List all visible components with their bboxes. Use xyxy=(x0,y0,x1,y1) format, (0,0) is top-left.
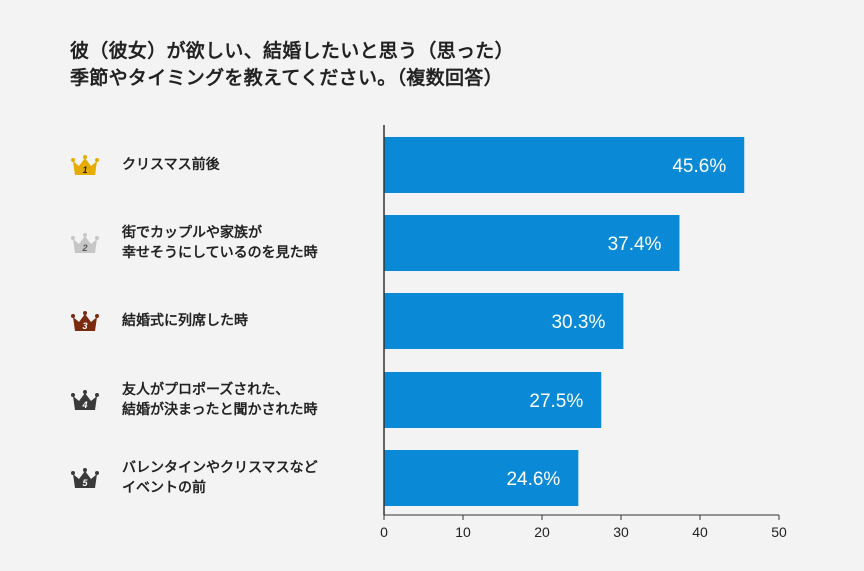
category-row: 5 バレンタインやクリスマスなど イベントの前 xyxy=(70,450,380,506)
x-tick-label: 20 xyxy=(534,524,550,540)
rank-crown-icon: 3 xyxy=(71,311,99,331)
chart-title: 彼（彼女）が欲しい、結婚したいと思う（思った） 季節やタイミングを教えてください… xyxy=(70,38,514,92)
chart-title-line: 季節やタイミングを教えてください。（複数回答） xyxy=(70,67,503,89)
data-label: 45.6% xyxy=(672,156,726,177)
x-tick-label: 50 xyxy=(771,524,787,540)
category-row: 2 街でカップルや家族が 幸せそうにしているのを見た時 xyxy=(70,215,380,271)
x-tick-label: 40 xyxy=(692,524,708,540)
rank-number: 5 xyxy=(82,478,88,488)
category-row: 4 友人がプロポーズされた、 結婚が決まったと聞かされた時 xyxy=(70,372,380,428)
category-label: クリスマス前後 xyxy=(122,157,220,173)
category-row: 3 結婚式に列席した時 xyxy=(70,293,380,349)
category-label: 結婚式に列席した時 xyxy=(122,313,248,329)
bar xyxy=(384,372,602,428)
data-label: 30.3% xyxy=(551,312,605,333)
data-label: 24.6% xyxy=(506,469,560,490)
data-label: 37.4% xyxy=(608,234,662,255)
x-tick-label: 30 xyxy=(613,524,629,540)
category-label: 街でカップルや家族が 幸せそうにしているのを見た時 xyxy=(122,225,318,261)
category-row: 1 クリスマス前後 xyxy=(70,137,380,193)
rank-crown-icon: 2 xyxy=(71,233,99,253)
rank-number: 2 xyxy=(81,243,87,253)
rank-crown-icon: 4 xyxy=(71,390,99,410)
bar xyxy=(384,215,680,271)
chart-title-line: 彼（彼女）が欲しい、結婚したいと思う（思った） xyxy=(70,40,514,62)
bar xyxy=(384,293,624,349)
data-label: 27.5% xyxy=(529,391,583,412)
bar xyxy=(384,450,579,506)
category-label: 友人がプロポーズされた、 結婚が決まったと聞かされた時 xyxy=(122,382,318,418)
rank-crown-icon: 1 xyxy=(71,155,99,175)
bar xyxy=(384,137,745,193)
x-tick-label: 10 xyxy=(455,524,471,540)
rank-number: 1 xyxy=(82,165,87,175)
rank-crown-icon: 5 xyxy=(71,468,99,488)
rank-number: 3 xyxy=(82,321,87,331)
rank-number: 4 xyxy=(81,400,87,410)
category-label: バレンタインやクリスマスなど イベントの前 xyxy=(122,460,318,496)
x-tick-label: 0 xyxy=(380,524,388,540)
